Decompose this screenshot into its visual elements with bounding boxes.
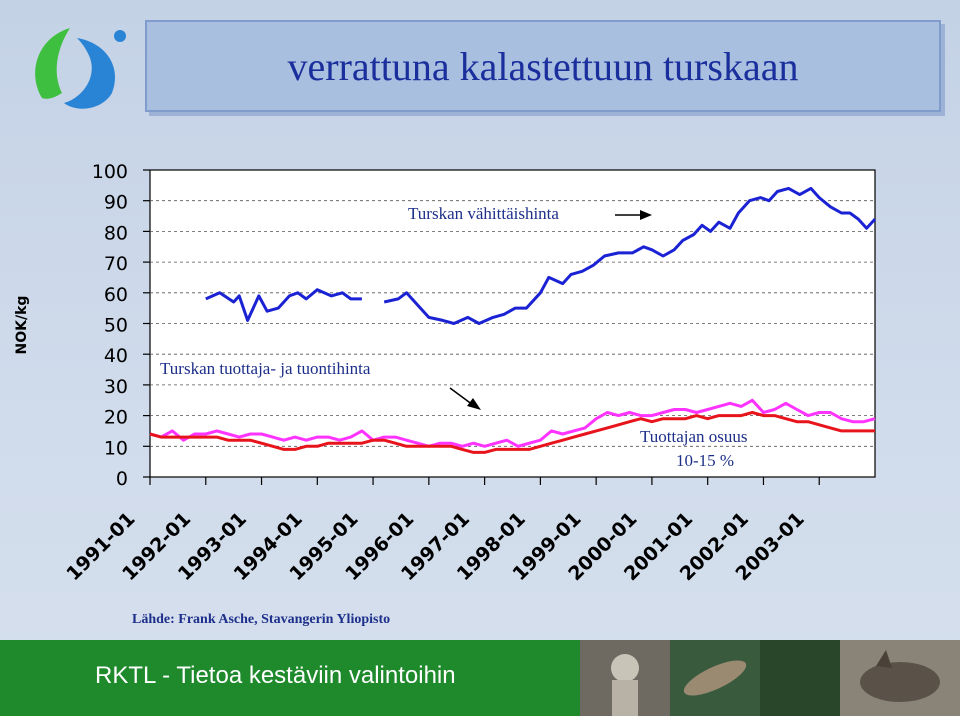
y-tick-label: 80: [104, 222, 128, 244]
y-tick-label: 40: [104, 345, 128, 367]
page-title: verrattuna kalastettuun turskaan: [287, 43, 799, 89]
logo-blue-fish-icon: [64, 38, 116, 109]
price-chart: 01020304050607080901001991-011992-011993…: [62, 161, 877, 585]
arrowhead-icon: [640, 210, 652, 220]
arrowhead-icon: [467, 398, 481, 410]
title-box: verrattuna kalastettuun turskaan: [145, 20, 941, 112]
y-tick-label: 0: [116, 468, 128, 490]
series-line: [149, 398, 876, 448]
annotation-share-range: 10-15 %: [676, 451, 734, 470]
y-tick-label: 10: [104, 437, 128, 459]
y-tick-label: 50: [104, 315, 128, 337]
series-line: [149, 411, 875, 454]
salmon-icon: [683, 660, 747, 696]
annotation-producer-import: Turskan tuottaja- ja tuontihinta: [160, 359, 371, 378]
y-tick-label: 60: [104, 284, 128, 306]
series-line: [383, 186, 877, 325]
y-tick-label: 70: [104, 253, 128, 275]
footer-text: RKTL - Tietoa kestäviin valintoihin: [95, 662, 456, 689]
y-tick-label: 30: [104, 376, 128, 398]
footer-photo-strip: [580, 640, 960, 716]
logo-green-leaf-icon: [35, 28, 70, 99]
logo-dot-icon: [114, 30, 126, 42]
y-tick-label: 20: [104, 407, 128, 429]
source-note: Lähde: Frank Asche, Stavangerin Yliopist…: [132, 612, 391, 627]
photo-person-icon: [611, 654, 639, 682]
annotation-retail: Turskan vähittäishinta: [408, 204, 559, 223]
footer-bar: RKTL - Tietoa kestäviin valintoihin: [0, 640, 960, 716]
annotation-share: Tuottajan osuus: [640, 427, 748, 446]
wolf-icon: [860, 662, 940, 702]
y-tick-label: 100: [92, 161, 128, 183]
series-line: [205, 288, 362, 322]
rktl-logo: [35, 28, 126, 109]
annotation-arrow: [449, 387, 474, 406]
y-tick-label: 90: [104, 192, 128, 214]
photo-forest: [760, 640, 840, 716]
